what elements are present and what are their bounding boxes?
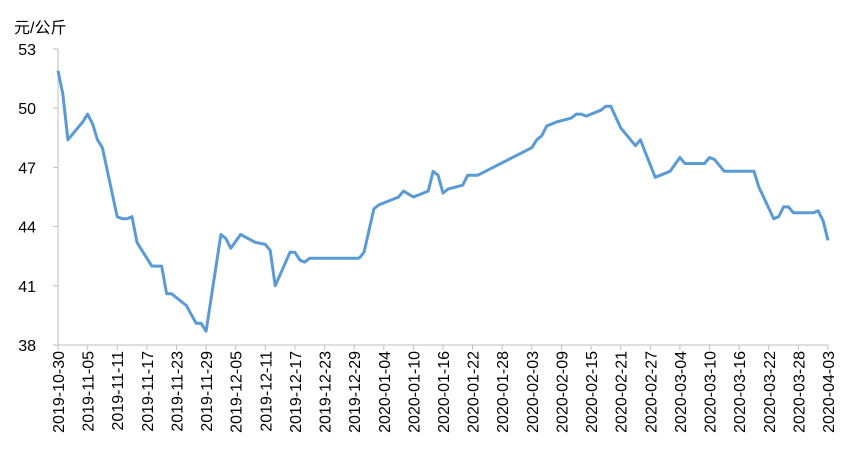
x-tick-label: 2019-12-17 <box>288 351 305 433</box>
y-tick-label: 38 <box>18 338 36 355</box>
x-tick-label: 2019-12-29 <box>347 351 364 433</box>
x-tick-label: 2020-03-10 <box>703 351 720 433</box>
x-tick-label: 2020-03-22 <box>762 351 779 433</box>
x-tick-label: 2020-03-28 <box>791 351 808 433</box>
x-tick-label: 2019-11-29 <box>199 351 216 432</box>
x-tick-label: 2019-11-17 <box>140 351 157 432</box>
x-tick-label: 2020-04-03 <box>821 351 838 433</box>
x-tick-label: 2019-11-11 <box>110 351 127 431</box>
x-tick-label: 2020-01-16 <box>436 351 453 433</box>
x-tick-label: 2020-02-21 <box>614 351 631 433</box>
x-tick-label: 2019-12-23 <box>318 351 335 433</box>
x-tick-label: 2020-03-16 <box>732 351 749 433</box>
x-tick-label: 2019-12-11 <box>258 351 275 432</box>
x-tick-label: 2019-11-05 <box>81 351 98 432</box>
y-tick-label: 41 <box>18 279 36 296</box>
x-tick-label: 2019-11-23 <box>169 351 186 432</box>
x-tick-label: 2020-03-04 <box>673 351 690 433</box>
x-tick-label: 2019-10-30 <box>51 351 68 433</box>
x-tick-label: 2020-02-03 <box>525 351 542 433</box>
x-tick-label: 2020-02-09 <box>554 351 571 433</box>
x-tick-label: 2020-01-22 <box>466 351 483 433</box>
y-tick-label: 50 <box>18 101 36 118</box>
x-tick-label: 2020-01-04 <box>377 351 394 433</box>
x-tick-label: 2019-12-05 <box>229 351 246 433</box>
y-axis-label: 元/公斤 <box>14 19 66 37</box>
x-tick-label: 2020-01-10 <box>406 351 423 433</box>
y-tick-label: 47 <box>18 160 36 177</box>
x-tick-label: 2020-01-28 <box>495 351 512 433</box>
y-tick-label: 53 <box>18 42 36 59</box>
x-tick-label: 2020-02-27 <box>643 351 660 433</box>
line <box>56 70 830 333</box>
y-tick-label: 44 <box>18 220 36 237</box>
x-tick-label: 2020-02-15 <box>584 351 601 433</box>
